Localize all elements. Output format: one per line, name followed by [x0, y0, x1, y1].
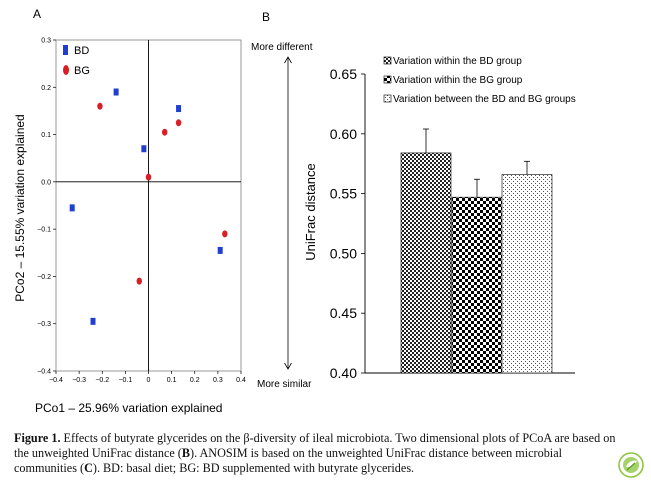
- scatter-point-bg: [161, 128, 168, 136]
- panel-label-b: B: [262, 10, 270, 24]
- bar-y-tick-label: 0.50: [330, 245, 357, 261]
- scatter-point-bg: [136, 277, 142, 285]
- scatter-x-tick-label: 0: [147, 377, 151, 384]
- bars: [400, 128, 553, 374]
- scatter-y-tick-label: 0.2: [41, 85, 51, 92]
- scatter-x-tick-label: −0.3: [72, 377, 86, 384]
- scatter-y-tick-label: 0.1: [41, 132, 51, 139]
- panel-label-a: A: [33, 7, 41, 21]
- publisher-logo-icon: [618, 452, 644, 478]
- bar-y-tick-label: 0.60: [330, 126, 357, 142]
- scatter-x-tick-label: −0.2: [95, 377, 109, 384]
- scatter-legend: BD BG: [63, 45, 90, 77]
- scatter-point-bd: [69, 204, 75, 212]
- scatter-point-bd: [217, 246, 223, 254]
- legend-label-bd: BD: [74, 45, 89, 57]
- bar-legend-label-3: Variation between the BD and BG groups: [393, 94, 576, 105]
- scatter-point-bd: [176, 105, 182, 113]
- bar-legend-label-1: Variation within the BD group: [393, 56, 522, 67]
- caption-ref-b: B: [181, 446, 191, 460]
- bar-y-tick-label: 0.55: [330, 186, 357, 202]
- caption-beta-symbol: β: [243, 431, 250, 445]
- scatter-point-bg: [175, 119, 182, 127]
- bar-legend: Variation within the BD group Variation w…: [383, 56, 576, 105]
- scatter-x-tick-label: −0.1: [118, 377, 132, 384]
- scatter-y-ticks: 0.3 0.2 0.1 0.0 −0.1 −0.2 −0.3 −0.4: [37, 38, 56, 376]
- scatter-x-tick-label: 0.1: [167, 377, 177, 384]
- scatter-points: [69, 88, 228, 325]
- caption-text-2: -diversity of ileal microbiota. Two dime…: [14, 431, 616, 460]
- scatter-y-tick-label: −0.1: [37, 227, 51, 234]
- scatter-x-tick-label: 0.3: [213, 377, 223, 384]
- caption-text-3: ). ANOSIM is based on the unweighted Uni…: [14, 446, 562, 475]
- scatter-x-axis-label: PCo1 – 25.96% variation explained: [35, 401, 222, 415]
- scatter-x-tick-label: −0.4: [49, 377, 63, 384]
- annotation-more-different: More different: [251, 42, 313, 53]
- bar-y-tick-label: 0.65: [330, 66, 357, 82]
- annotation-more-similar: More similar: [257, 379, 312, 390]
- scatter-x-ticks: −0.4 −0.3 −0.2 −0.1 0 0.1 0.2 0.3 0.4: [49, 371, 246, 384]
- scatter-point-bd: [141, 145, 147, 153]
- bar-1: [400, 152, 452, 374]
- caption-ref-c: C: [84, 461, 93, 475]
- legend-label-bg: BG: [74, 65, 90, 77]
- legend-marker-bd: [63, 45, 68, 55]
- unifrac-bar-chart: More different More similar UniFrac dist…: [251, 42, 576, 390]
- figure: A B −0.4 −0.3 −0.2 −0.1 0 0.1 0.2 0.3 0.4 0.3 0.2…: [13, 7, 576, 416]
- bar-2: [451, 196, 503, 374]
- scatter-point-bg: [97, 102, 103, 110]
- caption-text-1: Effects of butyrate glycerides on the: [60, 431, 244, 445]
- bar-legend-swatch-2: [383, 75, 392, 84]
- scatter-x-tick-label: 0.2: [190, 377, 200, 384]
- scatter-point-bd: [90, 317, 96, 325]
- bar-legend-label-2: Variation within the BG group: [393, 75, 523, 86]
- scatter-y-tick-label: 0.3: [41, 38, 51, 45]
- bar-y-axis-label: UniFrac distance: [303, 163, 318, 261]
- caption-text-4: ). BD: basal diet; BG: BD supplemented w…: [92, 461, 415, 475]
- legend-marker-bg: [63, 65, 69, 75]
- bar-y-ticks: 0.65 0.60 0.55 0.50 0.45 0.40: [330, 66, 365, 381]
- scatter-point-bd: [113, 88, 119, 96]
- scatter-y-tick-label: 0.0: [41, 179, 51, 186]
- caption-label: Figure 1.: [14, 431, 61, 445]
- similarity-arrow: [284, 56, 292, 370]
- scatter-point-bg: [145, 173, 152, 181]
- scatter-y-tick-label: −0.2: [37, 274, 51, 281]
- figure-caption: Figure 1. Effects of butyrate glycerides…: [14, 431, 624, 476]
- bar-legend-swatch-1: [383, 56, 392, 65]
- scatter-y-axis-label: PCo2 – 15.55% variation explained: [13, 114, 27, 301]
- bar-y-tick-label: 0.40: [330, 365, 357, 381]
- bar-3: [501, 174, 553, 374]
- scatter-point-bg: [222, 230, 228, 238]
- scatter-y-tick-label: −0.3: [37, 321, 51, 328]
- pcoa-scatter-chart: −0.4 −0.3 −0.2 −0.1 0 0.1 0.2 0.3 0.4 0.30.20.10…: [13, 38, 246, 416]
- bar-y-tick-label: 0.45: [330, 305, 357, 321]
- bar-legend-swatch-3: [383, 94, 392, 103]
- scatter-y-tick-label: −0.4: [37, 369, 51, 376]
- scatter-x-tick-label: 0.4: [236, 377, 246, 384]
